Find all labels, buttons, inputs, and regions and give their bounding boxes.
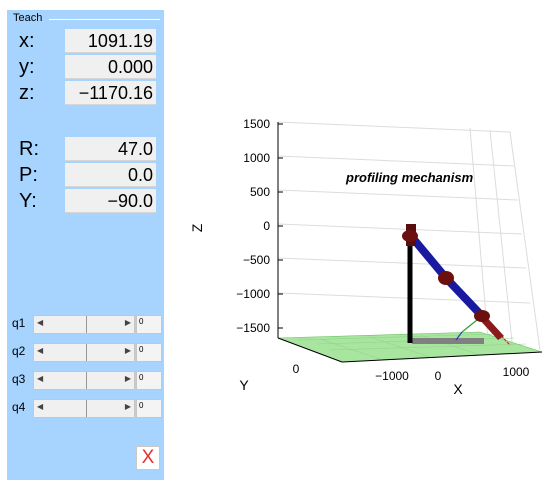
slider-right-arrow-icon[interactable]: ▶ (124, 374, 131, 383)
z-axis-label: Z (189, 223, 205, 232)
joint-q1-slider[interactable]: ◀ ▶ (33, 315, 135, 334)
x-tick-label: 1000 (503, 365, 530, 379)
joint-q3-slider[interactable]: ◀ ▶ (33, 371, 135, 390)
readout-pitch-value: 0.0 (65, 163, 156, 187)
teach-panel: Teach x: 1091.19 y: 0.000 z: −1170.16 R:… (7, 10, 164, 480)
joint-row-q1: q1 ◀ ▶ 0 (7, 313, 164, 335)
joint-q1-label: q1 (12, 316, 26, 330)
slider-left-arrow-icon[interactable]: ◀ (37, 374, 44, 383)
x-axis-line (341, 351, 543, 363)
readout-y-value: 0.000 (65, 55, 156, 79)
readout-roll-value: 47.0 (65, 137, 156, 161)
joint-q2-slider[interactable]: ◀ ▶ (33, 343, 135, 362)
slider-right-arrow-icon[interactable]: ▶ (124, 318, 131, 327)
readout-x-value: 1091.19 (65, 29, 156, 53)
slider-thumb[interactable] (86, 400, 87, 417)
x-tick-label: 0 (435, 369, 442, 383)
z-tick-label: −1500 (236, 321, 270, 335)
z-tick-label: −1000 (236, 287, 270, 301)
joint-q4-value[interactable]: 0 (136, 399, 162, 418)
y-axis-label: Y (239, 377, 249, 393)
readout-x: x: 1091.19 (7, 28, 164, 54)
close-button[interactable]: X (136, 446, 160, 470)
z-tick-label: 500 (250, 185, 270, 199)
slider-thumb[interactable] (86, 344, 87, 361)
slider-left-arrow-icon[interactable]: ◀ (37, 402, 44, 411)
joint-q2-value[interactable]: 0 (136, 343, 162, 362)
joint-q1-value[interactable]: 0 (136, 315, 162, 334)
panel-title-rule (49, 19, 160, 20)
readout-y: y: 0.000 (7, 54, 164, 80)
robot-joint-elbow (438, 271, 454, 285)
joint-q2-label: q2 (12, 344, 26, 358)
readout-yaw: Y: −90.0 (7, 188, 164, 214)
x-axis-label: X (453, 381, 463, 397)
slider-thumb[interactable] (86, 372, 87, 389)
readout-pitch: P: 0.0 (7, 162, 164, 188)
plot-annotation: profiling mechanism (345, 170, 474, 185)
z-tick-label: 1000 (243, 151, 270, 165)
robot-base-plate (412, 338, 484, 344)
robot-joint-shoulder (402, 230, 418, 242)
robot-link-lower (443, 275, 485, 319)
x-tick-label: −1000 (375, 369, 409, 383)
slider-right-arrow-icon[interactable]: ▶ (124, 402, 131, 411)
robot-joint-wrist (474, 310, 490, 322)
slider-left-arrow-icon[interactable]: ◀ (37, 318, 44, 327)
z-tick-label: −500 (243, 253, 270, 267)
readout-pitch-label: P: (19, 164, 38, 186)
joint-row-q2: q2 ◀ ▶ 0 (7, 341, 164, 363)
y-tick-label: 0 (293, 362, 300, 376)
readout-roll-label: R: (19, 138, 39, 160)
readout-z-value: −1170.16 (65, 81, 156, 105)
floor-grid (297, 333, 527, 360)
robot-link-upper (407, 233, 450, 281)
joint-row-q3: q3 ◀ ▶ 0 (7, 369, 164, 391)
joint-q3-value[interactable]: 0 (136, 371, 162, 390)
joint-q4-slider[interactable]: ◀ ▶ (33, 399, 135, 418)
readout-z-label: z: (19, 82, 35, 104)
z-tick-label: 1500 (243, 117, 270, 131)
z-tick-label: 0 (263, 219, 270, 233)
z-axis-ticks (278, 123, 283, 329)
panel-title: Teach (11, 12, 45, 24)
slider-thumb[interactable] (86, 316, 87, 333)
readout-roll: R: 47.0 (7, 136, 164, 162)
tool-frame-blue (455, 331, 463, 341)
joint-row-q4: q4 ◀ ▶ 0 (7, 397, 164, 419)
readout-z: z: −1170.16 (7, 80, 164, 106)
readout-x-label: x: (19, 30, 35, 52)
joint-q4-label: q4 (12, 400, 26, 414)
slider-right-arrow-icon[interactable]: ▶ (124, 346, 131, 355)
joint-q3-label: q3 (12, 372, 26, 386)
y-axis-line (277, 337, 343, 363)
readout-yaw-label: Y: (19, 190, 37, 212)
readout-yaw-value: −90.0 (65, 189, 156, 213)
slider-left-arrow-icon[interactable]: ◀ (37, 346, 44, 355)
plot-box (277, 121, 541, 351)
robot-3d-plot[interactable]: 1500 1000 500 0 −500 −1000 −1500 Z 0 Y −… (180, 100, 550, 486)
readout-y-label: y: (19, 56, 35, 78)
